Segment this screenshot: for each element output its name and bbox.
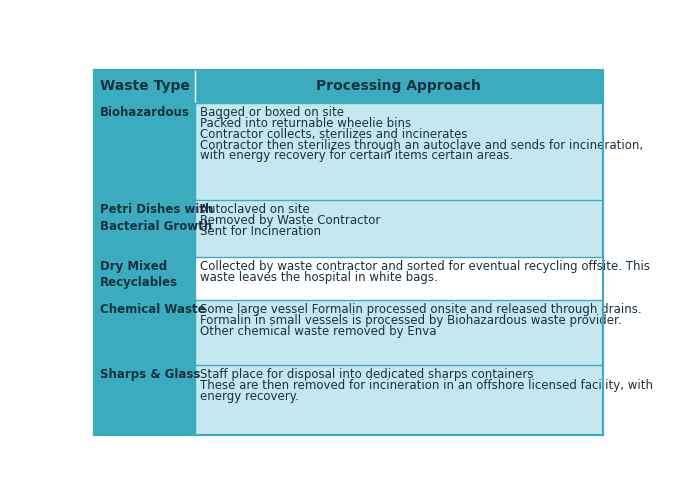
Text: Sharps & Glass: Sharps & Glass (100, 368, 200, 381)
Text: Sent for Incineration: Sent for Incineration (201, 225, 322, 238)
Bar (95, 365, 195, 436)
Text: Contractor then sterilizes through an autoclave and sends for incineration,: Contractor then sterilizes through an au… (201, 138, 643, 151)
Bar (95, 70, 602, 103)
Bar (195, 200, 602, 257)
Text: Staff place for disposal into dedicated sharps containers: Staff place for disposal into dedicated … (201, 368, 534, 381)
Text: Formalin in small vessels is processed by Biohazardous waste provider.: Formalin in small vessels is processed b… (201, 314, 622, 327)
Text: Dry Mixed
Recyclables: Dry Mixed Recyclables (100, 260, 178, 290)
Bar (195, 300, 602, 365)
Text: Collected by waste contractor and sorted for eventual recycling offsite. This: Collected by waste contractor and sorted… (201, 260, 650, 273)
Text: energy recovery.: energy recovery. (201, 390, 299, 403)
Bar (195, 104, 602, 200)
Bar (195, 257, 602, 300)
Text: Contractor collects, sterilizes and incinerates: Contractor collects, sterilizes and inci… (201, 128, 468, 141)
Text: Autoclaved on site: Autoclaved on site (201, 204, 310, 216)
Bar (95, 104, 195, 200)
Text: Other chemical waste removed by Enva: Other chemical waste removed by Enva (201, 324, 437, 338)
Text: Processing Approach: Processing Approach (316, 80, 481, 94)
Bar (95, 300, 195, 365)
Text: Packed into returnable wheelie bins: Packed into returnable wheelie bins (201, 117, 411, 130)
Text: Some large vessel Formalin processed onsite and released through drains.: Some large vessel Formalin processed ons… (201, 303, 642, 316)
Text: Waste Type: Waste Type (100, 80, 190, 94)
Text: These are then removed for incineration in an offshore licensed facility, with: These are then removed for incineration … (201, 379, 653, 392)
Text: Petri Dishes with
Bacterial Growth: Petri Dishes with Bacterial Growth (100, 204, 213, 233)
Text: waste leaves the hospital in white bags.: waste leaves the hospital in white bags. (201, 270, 438, 283)
Bar (95, 257, 195, 300)
Bar (195, 365, 602, 436)
Text: Bagged or boxed on site: Bagged or boxed on site (201, 106, 344, 120)
Text: with energy recovery for certain items certain areas.: with energy recovery for certain items c… (201, 150, 513, 162)
Bar (95, 200, 195, 257)
Text: Removed by Waste Contractor: Removed by Waste Contractor (201, 214, 381, 227)
Text: Chemical Waste: Chemical Waste (100, 303, 205, 316)
Text: Biohazardous: Biohazardous (100, 106, 190, 120)
